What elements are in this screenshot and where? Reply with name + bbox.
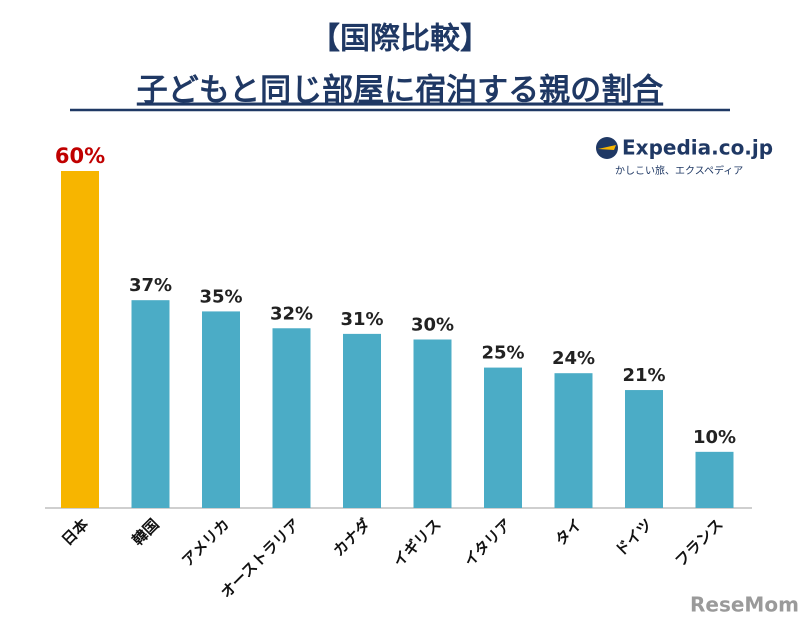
value-label: 31% bbox=[340, 309, 383, 330]
bar bbox=[272, 328, 311, 508]
value-label: 37% bbox=[129, 275, 172, 296]
chart-title: 【国際比較】 bbox=[310, 22, 490, 57]
bar bbox=[554, 373, 593, 508]
value-label: 35% bbox=[199, 286, 242, 307]
bar bbox=[695, 451, 734, 508]
bar bbox=[131, 300, 170, 508]
value-label: 10% bbox=[693, 427, 736, 448]
watermark: ReseMom bbox=[690, 593, 799, 617]
bar bbox=[61, 171, 99, 508]
logo-tagline: かしこい旅、エクスペディア bbox=[615, 164, 743, 177]
logo: Expedia.co.jp bbox=[622, 136, 773, 160]
value-label: 30% bbox=[411, 315, 454, 336]
bar bbox=[202, 311, 240, 508]
bar bbox=[343, 333, 381, 508]
value-label: 60% bbox=[55, 144, 105, 168]
value-label: 25% bbox=[481, 343, 524, 364]
bar bbox=[413, 339, 452, 508]
value-label: 21% bbox=[622, 365, 665, 386]
value-label: 24% bbox=[552, 348, 595, 369]
logo-plane bbox=[598, 145, 616, 150]
value-label: 32% bbox=[270, 303, 313, 324]
bar bbox=[625, 390, 663, 508]
bar bbox=[484, 367, 522, 508]
chart-subtitle: 子どもと同じ部屋に宿泊する親の割合 bbox=[137, 73, 663, 109]
